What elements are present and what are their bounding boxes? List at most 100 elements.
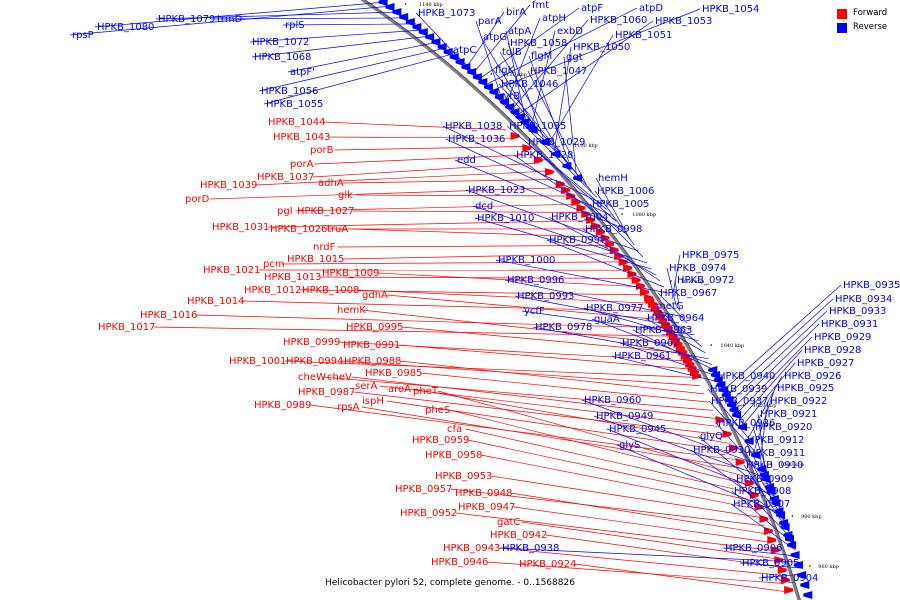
- reverse-gene-label: HPKB_1068: [254, 52, 311, 63]
- forward-leader-line: [420, 372, 709, 403]
- reverse-gene-label: HPKB_0922: [770, 396, 827, 407]
- reverse-leader-line: [546, 239, 665, 288]
- reverse-gene-label: trmD: [217, 14, 243, 25]
- reverse-leader-line: [632, 329, 716, 372]
- forward-gene-label: HPKB_1009: [322, 268, 379, 279]
- reverse-leader-line: [724, 284, 842, 389]
- reverse-gene-glyph: [399, 13, 409, 21]
- reverse-gene-glyph: [757, 465, 767, 473]
- reverse-leader-line: [594, 190, 635, 246]
- forward-leader-line: [449, 409, 748, 485]
- reverse-gene-label: HPKB_1055: [266, 99, 323, 110]
- reverse-leader-line: [548, 216, 657, 276]
- legend-swatch-reverse: [837, 22, 847, 33]
- reverse-leader-line: [731, 310, 828, 401]
- reverse-leader-line: [69, 5, 393, 36]
- forward-gene-label: HPKB_1026: [270, 224, 327, 235]
- forward-gene-label: HPKB_0957: [395, 484, 452, 495]
- forward-gene-label: HPKB_0999: [283, 337, 340, 348]
- reverse-gene-glyph: [437, 43, 447, 51]
- reverse-gene-label: exbD: [557, 26, 583, 37]
- reverse-gene-label: HPKB_0928: [804, 345, 861, 356]
- reverse-leader-line: [743, 362, 796, 425]
- forward-gene-glyph: [640, 288, 649, 296]
- forward-gene-label: aroA: [388, 384, 411, 395]
- forward-gene-label: cfa: [447, 424, 462, 435]
- forward-leader-line: [467, 439, 755, 502]
- forward-leader-line: [342, 253, 615, 260]
- reverse-leader-line: [731, 490, 794, 545]
- reverse-gene-glyph: [800, 581, 810, 589]
- forward-leader-line: [386, 400, 734, 452]
- forward-gene-label: HPKB_1027: [297, 206, 354, 217]
- tick-mark: [809, 565, 811, 567]
- legend-item-reverse: Reverse: [837, 22, 887, 33]
- forward-gene-label: pheT: [413, 386, 439, 397]
- reverse-leader-line: [595, 177, 631, 240]
- reverse-leader-line: [480, 36, 538, 132]
- reverse-leader-line: [758, 573, 804, 579]
- reverse-gene-label: HPKB_0937: [711, 396, 768, 407]
- forward-gene-glyph: [600, 234, 610, 242]
- reverse-gene-label: HPKB_1029: [528, 137, 585, 148]
- forward-leader-line: [361, 309, 676, 345]
- reverse-leader-line: [467, 11, 505, 66]
- reverse-gene-label: HPKB_0997: [549, 235, 606, 246]
- reverse-gene-glyph: [443, 48, 453, 56]
- reverse-leader-line: [513, 154, 626, 234]
- forward-leader-line: [319, 276, 633, 279]
- reverse-leader-line: [442, 125, 602, 204]
- reverse-leader-line: [754, 387, 776, 449]
- forward-leader-line: [209, 187, 561, 200]
- reverse-gene-glyph: [787, 541, 797, 549]
- reverse-gene-label: HPKB_0907: [733, 499, 790, 510]
- reverse-leader-line: [707, 388, 753, 443]
- tick-mark: [710, 344, 712, 346]
- reverse-gene-label: HPKB_0996: [507, 275, 564, 286]
- reverse-leader-line: [521, 310, 695, 336]
- reverse-gene-glyph: [478, 78, 488, 86]
- forward-gene-label: gatC: [497, 517, 520, 528]
- reverse-gene-label: HPKB_1000: [498, 255, 555, 266]
- reverse-leader-line: [708, 400, 758, 455]
- reverse-gene-label: ggt: [566, 52, 583, 63]
- legend-swatch-forward: [837, 8, 847, 19]
- forward-gene-label: hemK: [337, 305, 366, 316]
- reverse-leader-line: [499, 51, 566, 162]
- reverse-gene-label: parA: [478, 16, 502, 27]
- reverse-gene-label: atpC: [453, 45, 476, 56]
- reverse-leader-line: [475, 20, 502, 96]
- forward-gene-label: glk: [338, 190, 353, 201]
- reverse-leader-line: [690, 449, 785, 521]
- reverse-gene-label: HPKB_0929: [814, 332, 871, 343]
- reverse-gene-label: HPKB_0940: [718, 371, 775, 382]
- forward-gene-label: adhA: [318, 178, 344, 189]
- forward-gene-glyph: [631, 276, 641, 284]
- reverse-leader-line: [737, 336, 813, 413]
- forward-leader-line: [295, 203, 576, 212]
- forward-leader-line: [437, 390, 745, 477]
- reverse-gene-label: HPKB_1023: [468, 185, 525, 196]
- reverse-leader-line: [527, 70, 587, 186]
- forward-gene-label: HPKB_0989: [254, 400, 311, 411]
- reverse-gene-label: HPKB_0904: [761, 573, 818, 584]
- reverse-gene-label: HPKB_0908: [734, 486, 791, 497]
- forward-leader-line: [490, 475, 762, 518]
- map-caption: Helicobacter pylori 52, complete genome.…: [325, 578, 575, 588]
- reverse-gene-label: rpsP: [72, 30, 94, 41]
- forward-leader-line: [486, 561, 785, 584]
- reverse-gene-glyph: [467, 68, 477, 76]
- forward-gene-glyph: [722, 430, 732, 438]
- reverse-gene-label: HPKB_0978: [535, 322, 592, 333]
- reverse-gene-label: HPKB_1058: [510, 38, 567, 49]
- forward-leader-line: [338, 341, 686, 362]
- reverse-gene-label: HPKB_1028: [516, 150, 573, 161]
- tick-mark: [670, 280, 672, 282]
- forward-gene-label: rpsA: [337, 402, 360, 413]
- reverse-leader-line: [514, 295, 692, 330]
- forward-gene-label: HPKB_0946: [431, 557, 488, 568]
- reverse-gene-label: atpA: [508, 26, 531, 37]
- forward-gene-label: cheW: [298, 372, 326, 383]
- reverse-gene-label: HPKB_0936: [718, 418, 775, 429]
- genome-backbone: [359, 0, 801, 600]
